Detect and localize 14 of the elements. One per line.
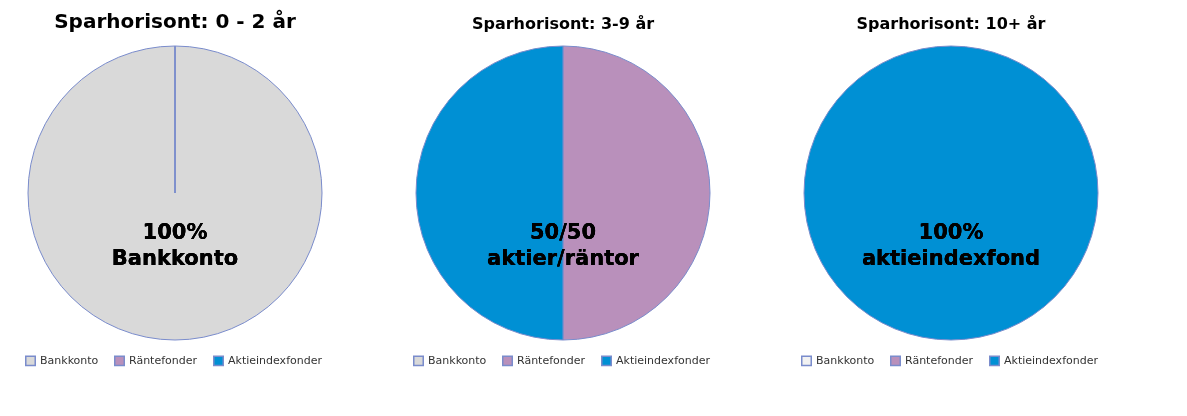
legend-label: Räntefonder xyxy=(905,353,974,367)
text: 100% aktieindexfond xyxy=(861,220,1041,270)
chart-title: Sparhorisont: 3-9 år xyxy=(471,14,655,33)
legend-label: Räntefonder xyxy=(129,353,198,367)
legend-label: Bankkonto xyxy=(428,353,487,367)
legend-label: Bankkonto xyxy=(816,353,875,367)
legend-label: Räntefonder xyxy=(517,353,586,367)
legend-label: Aktieindexfonder xyxy=(228,353,323,367)
text: 100% Bankkonto xyxy=(111,220,239,270)
legend-label: Aktieindexfonder xyxy=(616,353,711,367)
legend-label: Bankkonto xyxy=(40,353,99,367)
chart-title: Sparhorisont: 10+ år xyxy=(856,14,1046,33)
chart-title: Sparhorisont: 0 - 2 år xyxy=(54,9,296,33)
legend-label: Aktieindexfonder xyxy=(1004,353,1099,367)
